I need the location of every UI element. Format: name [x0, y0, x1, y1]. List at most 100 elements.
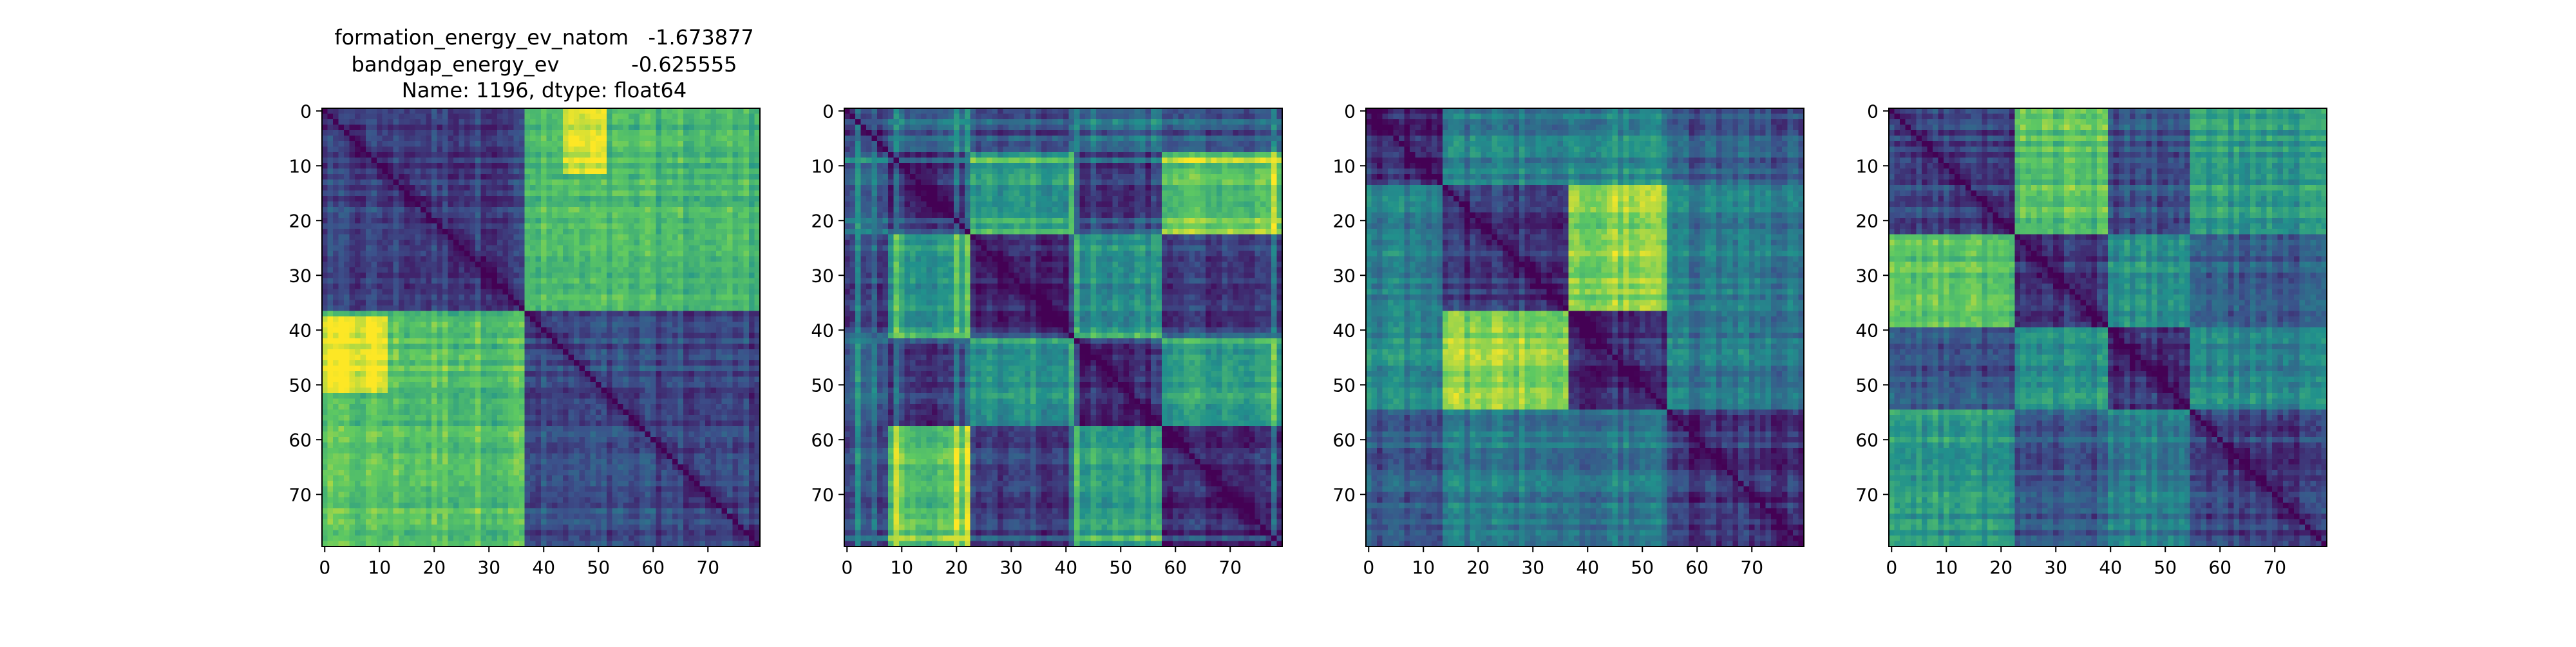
heatmap-cell	[349, 119, 355, 126]
heatmap-cell	[513, 431, 520, 438]
heatmap-cell	[327, 141, 334, 148]
heatmap-cell	[480, 365, 487, 372]
heatmap-cell	[491, 229, 498, 235]
heatmap-cell	[590, 113, 596, 120]
heatmap-cell	[486, 223, 493, 229]
heatmap-cell	[546, 179, 553, 186]
heatmap-cell	[513, 284, 520, 290]
heatmap-cell	[749, 409, 755, 416]
heatmap-cell	[721, 316, 728, 323]
heatmap-cell	[579, 251, 585, 257]
heatmap-cell	[607, 124, 613, 131]
heatmap-cell	[612, 333, 618, 339]
heatmap-cell	[694, 289, 701, 295]
heatmap-cell	[333, 267, 339, 273]
heatmap-cell	[355, 420, 361, 427]
heatmap-cell	[694, 360, 701, 367]
heatmap-cell	[410, 398, 416, 405]
heatmap-cell	[333, 442, 339, 449]
heatmap-cell	[623, 108, 629, 115]
heatmap-cell	[377, 234, 383, 240]
heatmap-cell	[732, 360, 739, 367]
heatmap-cell	[513, 327, 520, 334]
heatmap-cell	[754, 273, 761, 279]
heatmap-cell	[749, 207, 755, 213]
heatmap-cell	[590, 316, 596, 323]
chart-title-line-3: Name: 1196, dtype: float64	[322, 80, 766, 101]
heatmap-cell	[459, 262, 465, 268]
heatmap-cell	[333, 295, 339, 301]
heatmap-cell	[568, 196, 574, 202]
heatmap-cell	[322, 371, 328, 378]
heatmap-cell	[754, 113, 761, 120]
heatmap-cell	[360, 251, 366, 257]
heatmap-cell	[634, 376, 640, 383]
heatmap-cell	[333, 409, 339, 416]
heatmap-cell	[415, 448, 421, 454]
heatmap-cell	[738, 185, 744, 191]
heatmap-cell	[382, 431, 388, 438]
heatmap-cell	[338, 262, 345, 268]
heatmap-cell	[688, 201, 695, 208]
heatmap-cell	[634, 354, 640, 361]
heatmap-cell	[623, 371, 629, 378]
heatmap-cell	[749, 404, 755, 410]
heatmap-cell	[590, 338, 596, 345]
heatmap-cell	[431, 190, 438, 197]
heatmap-cell	[541, 360, 547, 367]
heatmap-cell	[677, 409, 684, 416]
heatmap-cell	[683, 267, 690, 273]
heatmap-cell	[574, 146, 580, 153]
heatmap-cell	[579, 278, 585, 284]
heatmap-cell	[579, 349, 585, 356]
heatmap-cell	[486, 273, 493, 279]
heatmap-cell	[677, 251, 684, 257]
heatmap-cell	[601, 146, 607, 153]
heatmap-cell	[475, 295, 482, 301]
heatmap-cell	[464, 108, 471, 115]
heatmap-cell	[502, 267, 509, 273]
heatmap-cell	[382, 426, 388, 432]
heatmap-cell	[710, 437, 717, 443]
heatmap-cell	[530, 190, 536, 197]
heatmap-cell	[716, 185, 723, 191]
heatmap-cell	[349, 360, 355, 367]
heatmap-cell	[612, 349, 618, 356]
heatmap-cell	[754, 322, 761, 328]
heatmap-cell	[421, 404, 427, 410]
heatmap-cell	[535, 152, 542, 159]
heatmap-cell	[677, 157, 684, 164]
heatmap-cell	[623, 278, 629, 284]
heatmap-cell	[650, 108, 657, 115]
heatmap-cell	[410, 289, 416, 295]
heatmap-cell	[475, 218, 482, 224]
heatmap-cell	[486, 289, 493, 295]
heatmap-cell	[683, 442, 690, 449]
heatmap-cell	[535, 229, 542, 235]
heatmap-cell	[437, 431, 443, 438]
heatmap-cell	[480, 207, 487, 213]
heatmap-cell	[421, 212, 427, 218]
heatmap-cell	[596, 262, 602, 268]
heatmap-cell	[404, 398, 410, 405]
heatmap-cell	[469, 135, 476, 142]
heatmap-cell	[535, 426, 542, 432]
heatmap-cell	[421, 229, 427, 235]
heatmap-cell	[743, 426, 750, 432]
heatmap-cell	[322, 360, 328, 367]
heatmap-cell	[491, 108, 498, 115]
heatmap-cell	[519, 262, 526, 268]
heatmap-cell	[677, 229, 684, 235]
heatmap-cell	[552, 365, 558, 372]
heatmap-cell	[568, 190, 574, 197]
heatmap-cell	[650, 141, 657, 148]
heatmap-cell	[502, 146, 509, 153]
heatmap-cell	[355, 393, 361, 400]
heatmap-cell	[623, 218, 629, 224]
heatmap-cell	[546, 146, 553, 153]
heatmap-cell	[732, 376, 739, 383]
heatmap-cell	[360, 376, 366, 383]
heatmap-cell	[667, 393, 673, 400]
heatmap-cell	[415, 387, 421, 394]
heatmap-cell	[415, 212, 421, 218]
